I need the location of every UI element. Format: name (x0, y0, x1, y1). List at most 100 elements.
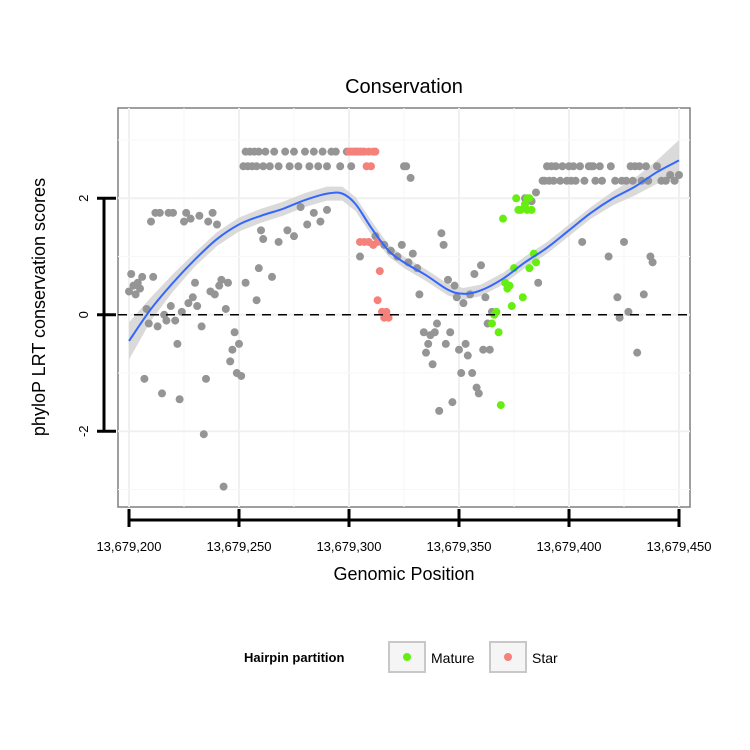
data-point-other (213, 220, 221, 229)
data-point-other (224, 278, 232, 287)
data-point-other (622, 176, 631, 185)
data-point-other (252, 162, 261, 171)
data-point-other (182, 208, 191, 217)
data-point-other (186, 214, 195, 223)
data-point-other (648, 258, 657, 267)
data-point-other (589, 162, 598, 171)
data-point-other (569, 162, 578, 171)
data-point-other (591, 176, 600, 185)
data-point-other (221, 304, 230, 313)
data-point-other (173, 339, 182, 348)
data-point-other (195, 211, 204, 220)
data-point-other (450, 281, 459, 290)
data-point-other (281, 147, 290, 156)
data-point-other (323, 162, 331, 171)
data-point-other (158, 389, 166, 398)
data-point-other (169, 208, 177, 217)
data-point-other (448, 398, 457, 407)
y-tick-label: -2 (76, 425, 91, 437)
data-point-other (580, 176, 589, 185)
data-point-other (661, 176, 670, 185)
data-point-other (252, 296, 261, 305)
data-point-other (620, 237, 628, 246)
data-point-other (193, 302, 202, 311)
data-point-other (274, 237, 283, 246)
data-point-other (131, 290, 140, 299)
data-point-star (373, 296, 382, 305)
data-point-other (261, 147, 270, 156)
data-point-other (604, 252, 613, 261)
data-point-mature (516, 205, 525, 214)
data-point-other (331, 147, 340, 156)
data-point-other (127, 270, 136, 279)
data-point-other (188, 293, 197, 302)
legend-label-star: Star (532, 650, 558, 666)
data-point-other (422, 348, 430, 357)
data-point-other (228, 345, 237, 354)
y-tick-label: 2 (76, 195, 91, 202)
legend-key-star-box (489, 641, 527, 673)
data-point-other (571, 176, 580, 185)
data-point-mature (488, 319, 496, 328)
data-point-other (463, 351, 472, 360)
y-axis-title: phyloP LRT conservation scores (29, 178, 49, 436)
x-tick-label: 13,679,250 (206, 539, 271, 554)
data-point-other (202, 374, 210, 383)
data-point-other (446, 328, 455, 337)
data-point-other (235, 339, 243, 348)
data-point-other (468, 369, 477, 378)
data-point-other (606, 162, 615, 171)
data-point-other (485, 345, 494, 354)
data-point-other (283, 226, 292, 235)
data-point-other (470, 270, 479, 279)
chart-title: Conservation (345, 76, 463, 98)
data-point-other (184, 299, 193, 308)
data-point-mature (494, 328, 503, 337)
data-point-other (208, 208, 217, 217)
data-point-mature (499, 214, 507, 223)
data-point-other (259, 162, 268, 171)
y-axis: -2 0 2 (76, 195, 116, 437)
data-point-other (670, 176, 679, 185)
data-point-other (397, 240, 406, 249)
x-axis-title: Genomic Position (333, 564, 474, 584)
data-point-other (294, 162, 303, 171)
data-point-other (419, 328, 428, 337)
grid (118, 108, 690, 507)
data-point-other (197, 322, 206, 331)
plot-panel (117, 107, 691, 508)
data-point-other (274, 162, 283, 171)
data-point-other (444, 275, 452, 284)
data-point-other (611, 176, 620, 185)
data-point-other (481, 293, 490, 302)
data-point-other (230, 328, 239, 337)
data-point-other (430, 328, 439, 337)
data-point-other (144, 319, 153, 328)
data-point-other (437, 229, 446, 238)
data-point-mature (492, 307, 501, 316)
data-point-mature (527, 205, 536, 214)
legend: Hairpin partition Mature Star (244, 641, 558, 673)
x-tick-label: 13,679,350 (426, 539, 491, 554)
x-tick-label: 13,679,200 (96, 539, 161, 554)
data-point-other (136, 284, 144, 293)
data-point-other (479, 345, 488, 354)
data-point-mature (507, 302, 516, 311)
data-point-other (408, 249, 417, 258)
data-point-other (532, 188, 540, 197)
data-point-other (268, 272, 276, 281)
x-tick-label: 13,679,300 (316, 539, 381, 554)
data-point-other (415, 290, 424, 299)
data-point-other (534, 278, 543, 287)
legend-key-star (504, 653, 512, 661)
data-point-other (270, 147, 279, 156)
data-point-other (149, 272, 158, 281)
data-point-other (439, 240, 448, 249)
data-point-other (635, 162, 644, 171)
data-point-mature (525, 264, 534, 273)
data-point-other (402, 162, 411, 171)
data-point-other (305, 162, 314, 171)
x-tick-label: 13,679,450 (646, 539, 711, 554)
data-point-other (323, 205, 331, 214)
